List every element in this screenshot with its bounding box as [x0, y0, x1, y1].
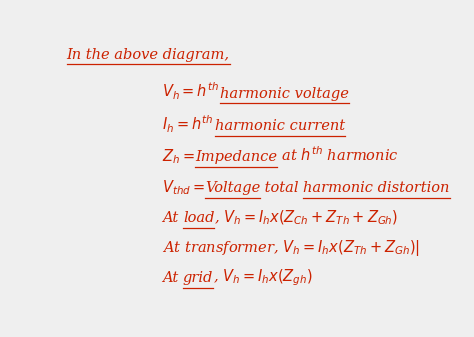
Text: , $V_h = I_h x(Z_{gh})$: , $V_h = I_h x(Z_{gh})$: [213, 268, 313, 288]
Text: $Z_h = $: $Z_h = $: [162, 147, 195, 166]
Text: $I_h = h^{th}$: $I_h = h^{th}$: [162, 113, 215, 135]
Text: $V_{thd} = $: $V_{thd} = $: [162, 178, 205, 197]
Text: at $h^{th}$ harmonic: at $h^{th}$ harmonic: [277, 145, 399, 164]
Text: harmonic current: harmonic current: [215, 119, 345, 133]
Text: In the above diagram,: In the above diagram,: [66, 48, 229, 62]
Text: Impedance: Impedance: [195, 150, 277, 164]
Text: harmonic distortion: harmonic distortion: [303, 181, 450, 195]
Text: load: load: [183, 211, 214, 225]
Text: Voltage: Voltage: [205, 181, 260, 195]
Text: At: At: [162, 271, 183, 285]
Text: , $V_h = I_h x(Z_{Ch} + Z_{Th} + Z_{Gh})$: , $V_h = I_h x(Z_{Ch} + Z_{Th} + Z_{Gh})…: [214, 208, 399, 227]
Text: harmonic voltage: harmonic voltage: [220, 87, 349, 100]
Text: At transformer, $V_h = I_h x(Z_{Th} + Z_{Gh})|$: At transformer, $V_h = I_h x(Z_{Th} + Z_…: [162, 238, 420, 258]
Text: At: At: [162, 211, 183, 225]
Text: total: total: [260, 181, 303, 195]
Text: grid: grid: [183, 271, 213, 285]
Text: $V_h = h^{th}$: $V_h = h^{th}$: [162, 81, 220, 102]
